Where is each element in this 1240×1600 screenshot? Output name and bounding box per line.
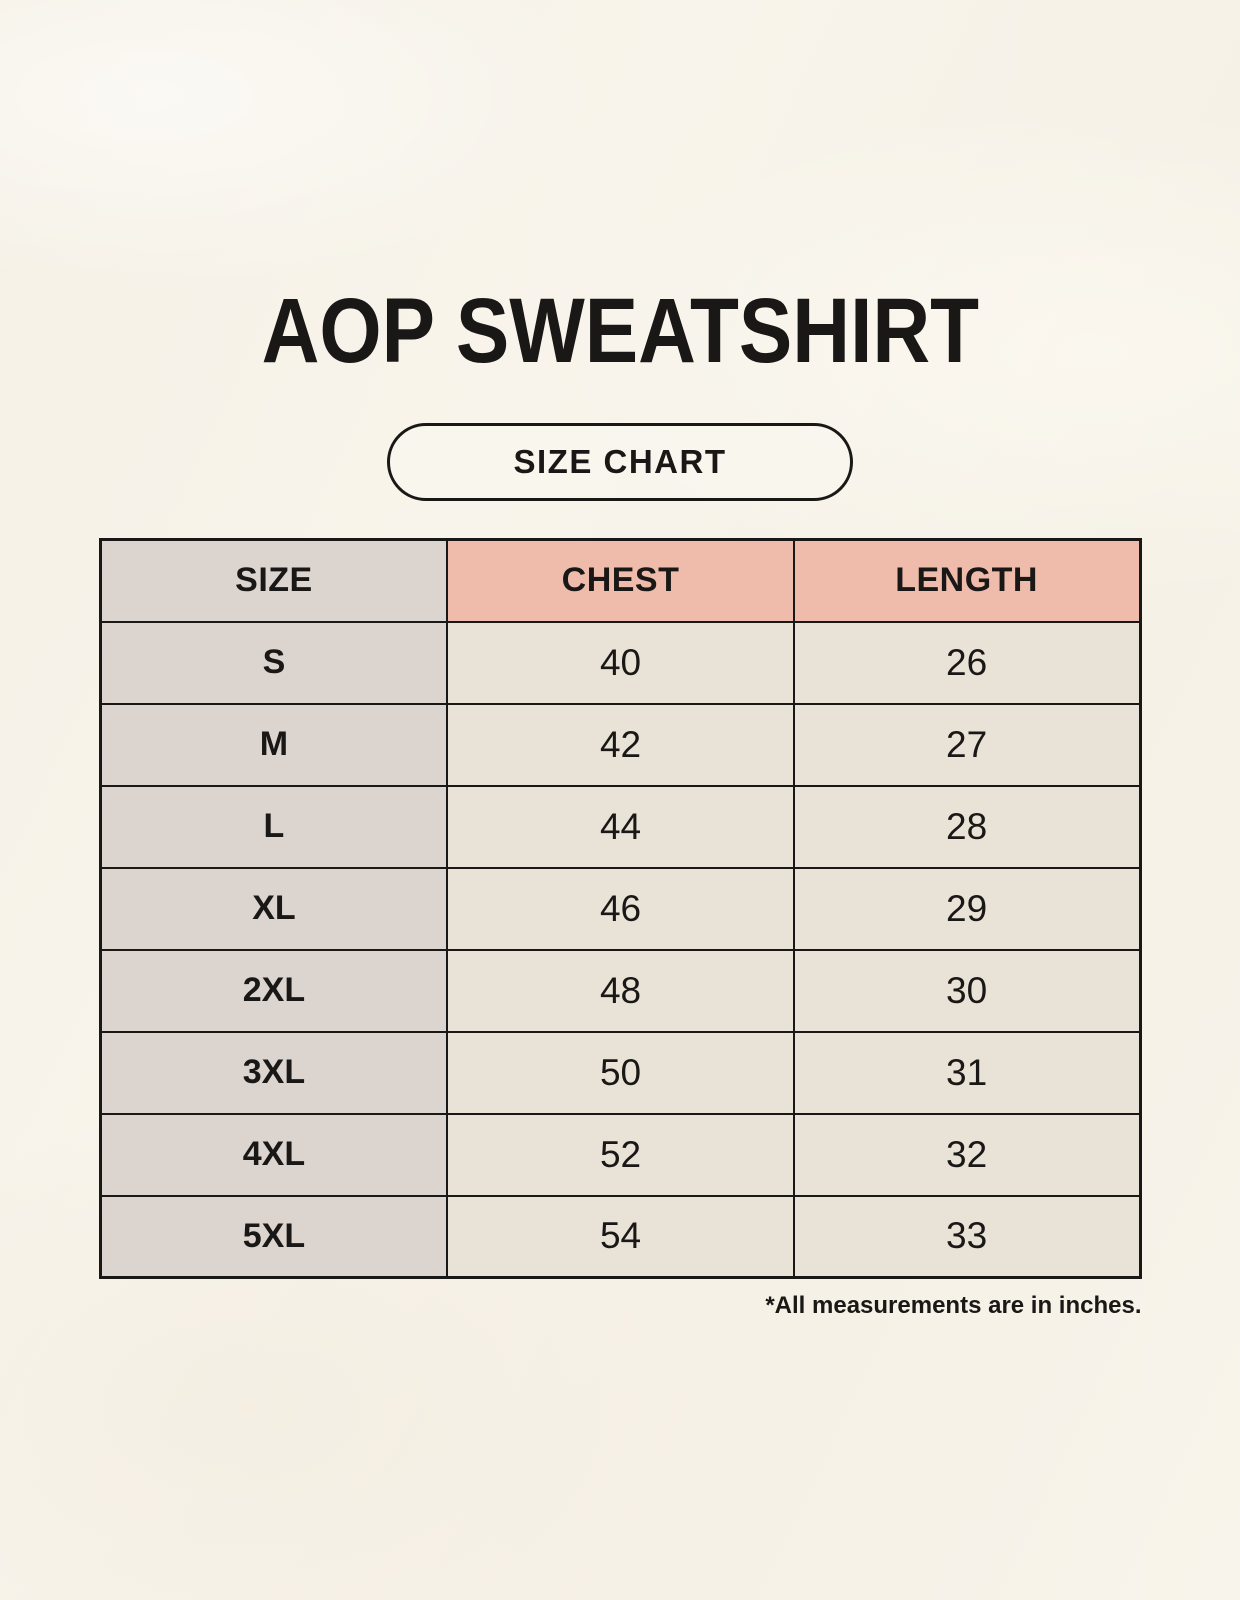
table-row: 2XL 48 30 — [98, 948, 1142, 1033]
size-label: 3XL — [98, 1030, 449, 1115]
chest-value: 52 — [446, 1112, 795, 1197]
size-chart-badge-label: SIZE CHART — [513, 443, 727, 480]
table-row: XL 46 29 — [98, 866, 1142, 951]
length-value: 26 — [792, 620, 1142, 705]
table-row: 3XL 50 31 — [98, 1030, 1142, 1115]
table-row: 5XL 54 33 — [98, 1194, 1142, 1279]
table-header-row: SIZE CHEST LENGTH — [98, 538, 1142, 623]
column-header-size: SIZE — [98, 538, 449, 623]
size-label: S — [98, 620, 449, 705]
chest-value: 42 — [446, 702, 795, 787]
size-label: 2XL — [98, 948, 449, 1033]
table-row: S 40 26 — [98, 620, 1142, 705]
column-header-length: LENGTH — [792, 538, 1142, 623]
length-value: 28 — [792, 784, 1142, 869]
size-label: XL — [98, 866, 449, 951]
length-value: 29 — [792, 866, 1142, 951]
chest-value: 46 — [446, 866, 795, 951]
length-value: 30 — [792, 948, 1142, 1033]
length-value: 31 — [792, 1030, 1142, 1115]
chest-value: 48 — [446, 948, 795, 1033]
length-value: 32 — [792, 1112, 1142, 1197]
page-title: AOP SWEATSHIRT — [261, 280, 979, 382]
size-label: 5XL — [98, 1194, 449, 1279]
measurement-note: *All measurements are in inches. — [765, 1292, 1142, 1319]
size-label: M — [98, 702, 449, 787]
chest-value: 44 — [446, 784, 795, 869]
length-value: 27 — [792, 702, 1142, 787]
size-label: L — [98, 784, 449, 869]
length-value: 33 — [792, 1194, 1142, 1279]
size-table: SIZE CHEST LENGTH S 40 26 M 42 27 L 44 2… — [98, 538, 1142, 1279]
table-row: L 44 28 — [98, 784, 1142, 869]
chest-value: 54 — [446, 1194, 795, 1279]
chest-value: 40 — [446, 620, 795, 705]
size-label: 4XL — [98, 1112, 449, 1197]
size-chart-badge: SIZE CHART — [387, 423, 853, 501]
column-header-chest: CHEST — [446, 538, 795, 623]
chest-value: 50 — [446, 1030, 795, 1115]
table-row: M 42 27 — [98, 702, 1142, 787]
table-row: 4XL 52 32 — [98, 1112, 1142, 1197]
